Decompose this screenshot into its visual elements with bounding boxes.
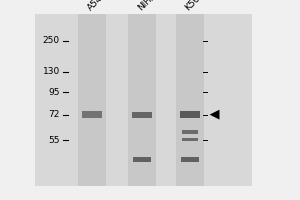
Bar <box>34 14 252 186</box>
Text: 95: 95 <box>48 88 60 97</box>
Text: 130: 130 <box>43 67 60 76</box>
Bar <box>132 112 152 118</box>
Text: 55: 55 <box>48 136 60 145</box>
Text: K562: K562 <box>184 0 206 12</box>
Text: 250: 250 <box>43 36 60 45</box>
Bar <box>133 157 152 162</box>
Bar <box>176 14 204 186</box>
Bar <box>180 111 200 118</box>
Text: A549: A549 <box>86 0 109 12</box>
Text: NIH/3T3: NIH/3T3 <box>136 0 168 12</box>
Bar <box>181 157 199 162</box>
Bar <box>128 14 156 186</box>
Polygon shape <box>210 110 220 120</box>
Bar <box>78 14 106 186</box>
Bar <box>182 130 198 134</box>
Bar <box>182 138 198 141</box>
Bar <box>82 111 102 118</box>
Text: 72: 72 <box>48 110 60 119</box>
